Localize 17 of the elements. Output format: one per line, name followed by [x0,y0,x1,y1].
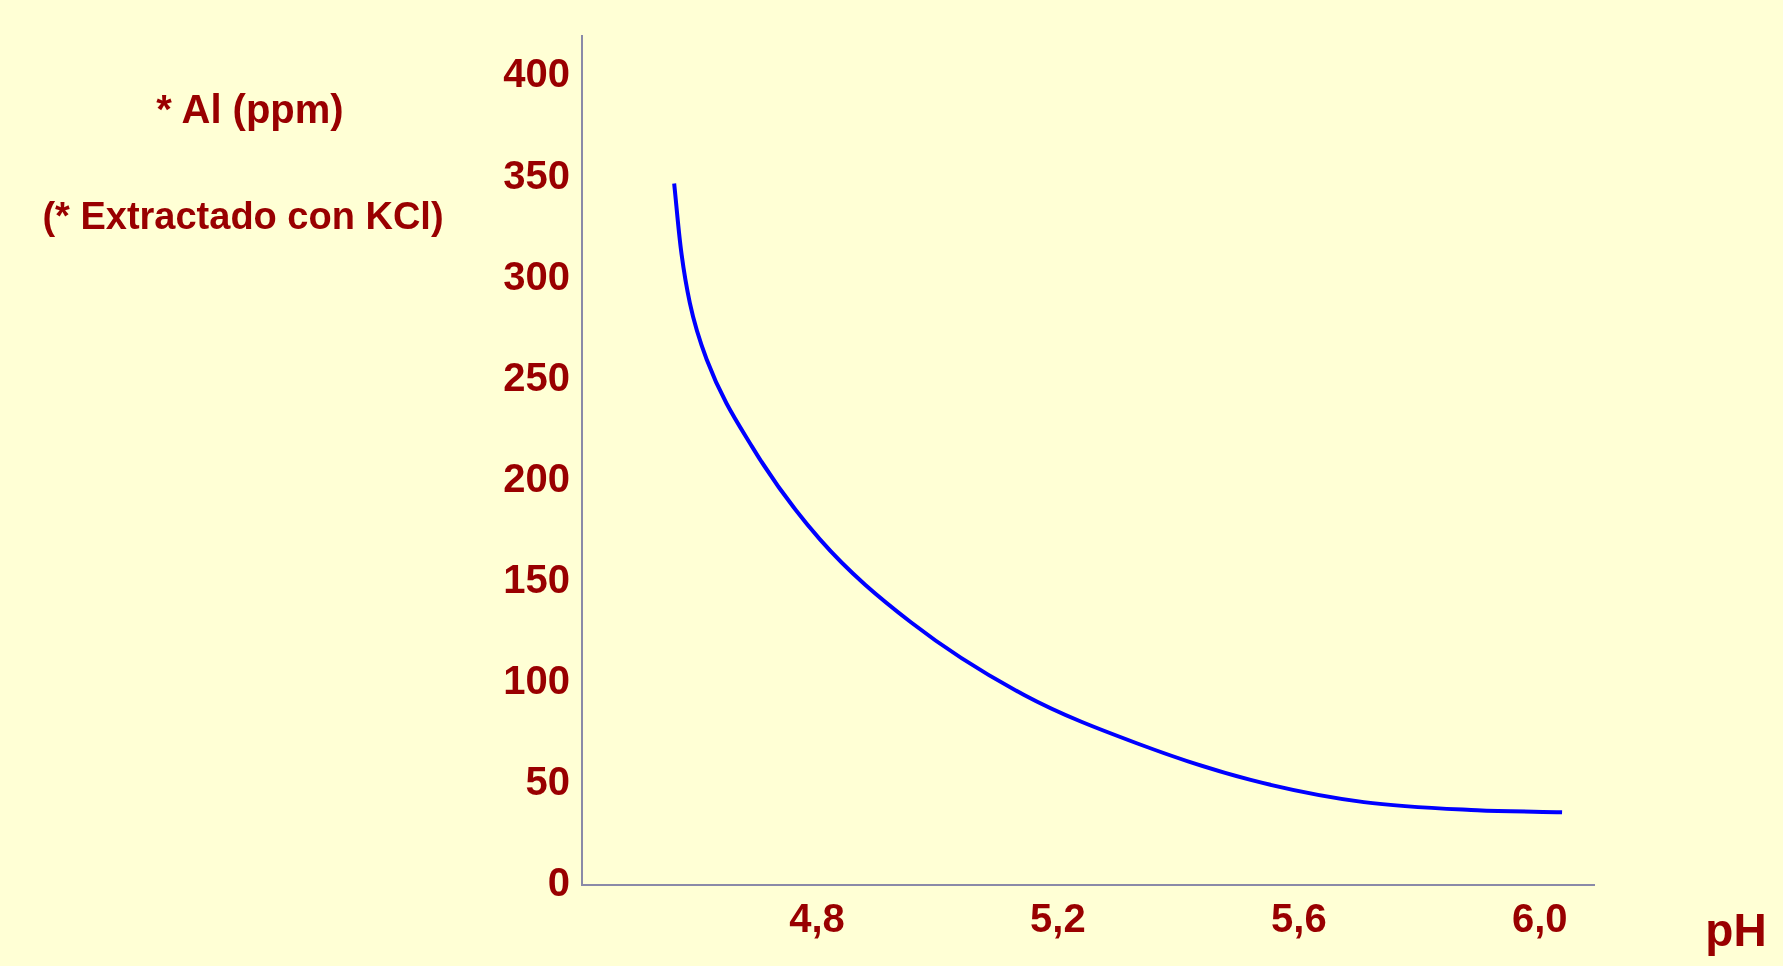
text: (* Extractado con KCl) [42,194,444,238]
y-tick-label: 300 [503,253,570,298]
y-tick-label: 250 [503,354,570,399]
y-tick-label: 200 [503,455,570,500]
y-tick-label: 100 [503,657,570,702]
x-tick-label: 4,8 [789,896,845,941]
y-tick-label: 400 [503,51,570,96]
x-tick-label: 5,6 [1271,896,1327,941]
x-tick-label: 5,2 [1030,896,1086,941]
y-tick-label: 50 [525,758,570,803]
y-tick-label: 150 [503,556,570,601]
y-axis-title: * Al (ppm) [156,86,344,132]
x-axis-title: pH [1705,903,1767,957]
x-tick-label: 6,0 [1511,896,1568,941]
y-tick-label: 350 [503,152,570,197]
line-series [672,181,1565,815]
y-tick-label: 0 [547,860,570,905]
